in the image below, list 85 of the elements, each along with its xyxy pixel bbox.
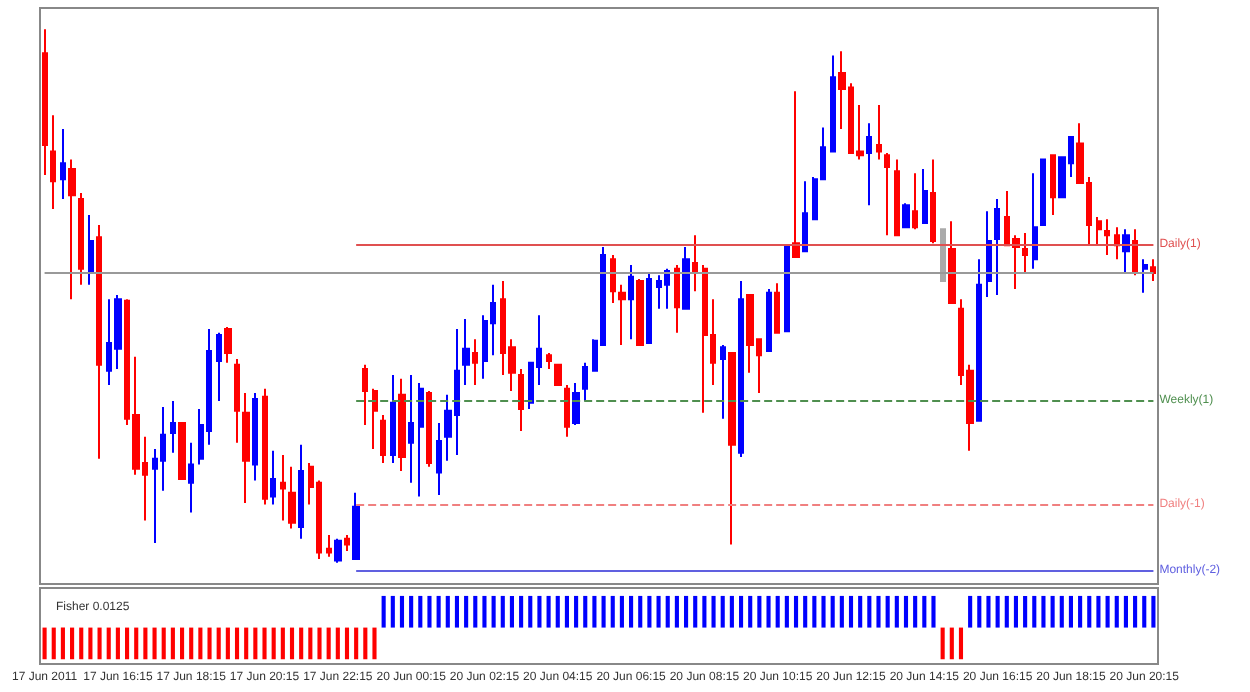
candlestick xyxy=(252,392,258,482)
candlestick xyxy=(1122,228,1130,275)
candlestick xyxy=(636,277,644,347)
candlestick xyxy=(1132,228,1138,277)
candlestick xyxy=(178,421,186,480)
candlestick xyxy=(298,443,304,540)
candlestick xyxy=(436,421,442,496)
candlestick xyxy=(738,280,744,459)
candlestick xyxy=(1104,218,1110,256)
candlestick xyxy=(462,317,470,387)
candlestick xyxy=(674,264,680,334)
candlestick xyxy=(866,122,872,207)
candlestick xyxy=(78,192,84,286)
candlestick xyxy=(1142,258,1148,294)
candlestick xyxy=(50,114,56,211)
candlestick xyxy=(242,392,250,504)
candlestick xyxy=(610,253,616,304)
candlestick xyxy=(270,449,276,506)
candlestick xyxy=(1050,154,1056,216)
candlestick xyxy=(930,158,936,245)
candlestick xyxy=(976,258,982,422)
candlestick xyxy=(280,453,286,522)
candlestick xyxy=(720,344,726,420)
candlestick xyxy=(418,381,424,498)
candlestick xyxy=(1150,258,1156,283)
candlestick xyxy=(792,90,800,259)
candlestick xyxy=(572,381,580,427)
candlestick xyxy=(884,152,890,237)
candlestick xyxy=(646,272,652,344)
candlestick xyxy=(352,491,360,560)
candlestick xyxy=(876,104,882,161)
candlestick xyxy=(188,441,194,514)
candlestick xyxy=(390,373,396,464)
candlestick xyxy=(912,172,918,231)
candlestick xyxy=(262,387,268,506)
candlestick xyxy=(88,213,94,286)
candlestick xyxy=(380,413,386,464)
candlestick xyxy=(994,197,1000,296)
candlestick xyxy=(702,264,708,414)
candlestick xyxy=(408,373,414,484)
candlestick xyxy=(922,168,928,224)
candlestick xyxy=(774,282,780,334)
candlestick xyxy=(628,264,634,341)
candlestick xyxy=(170,400,176,454)
candlestick xyxy=(398,377,406,472)
candlestick xyxy=(224,325,232,364)
candlestick xyxy=(940,228,946,283)
candlestick xyxy=(362,363,368,427)
candlestick xyxy=(372,387,378,451)
candlestick xyxy=(344,533,350,552)
candlestick xyxy=(1114,226,1120,261)
candlestick xyxy=(546,352,552,371)
candlestick xyxy=(1096,216,1102,247)
candlestick xyxy=(902,202,910,229)
candlestick xyxy=(948,220,956,304)
candlestick xyxy=(682,245,690,310)
candlestick xyxy=(802,180,808,253)
candlestick xyxy=(426,389,432,468)
candlestick xyxy=(42,28,48,176)
candlestick xyxy=(692,234,698,293)
candlestick xyxy=(518,368,524,432)
candlestick xyxy=(618,283,626,347)
candlestick xyxy=(564,384,570,438)
candlestick xyxy=(664,267,670,310)
candlestick xyxy=(784,244,790,333)
candlestick xyxy=(334,537,342,564)
candlestick xyxy=(1032,172,1038,270)
candlestick xyxy=(830,54,836,153)
candlestick xyxy=(656,274,662,310)
candlestick xyxy=(766,288,772,352)
candlestick xyxy=(216,331,222,403)
candlestick xyxy=(234,357,240,444)
candlestick xyxy=(472,338,478,387)
candlestick xyxy=(288,465,296,530)
candlestick xyxy=(60,128,66,200)
candlestick xyxy=(326,533,332,558)
candlestick xyxy=(1022,232,1028,275)
candlestick xyxy=(986,210,992,299)
candlestick xyxy=(728,352,736,546)
candlestick xyxy=(894,158,900,237)
candlestick xyxy=(554,363,562,387)
candlestick xyxy=(68,158,76,301)
candlestick xyxy=(1040,158,1046,227)
candlestick xyxy=(96,224,102,460)
candlestick xyxy=(582,361,588,403)
